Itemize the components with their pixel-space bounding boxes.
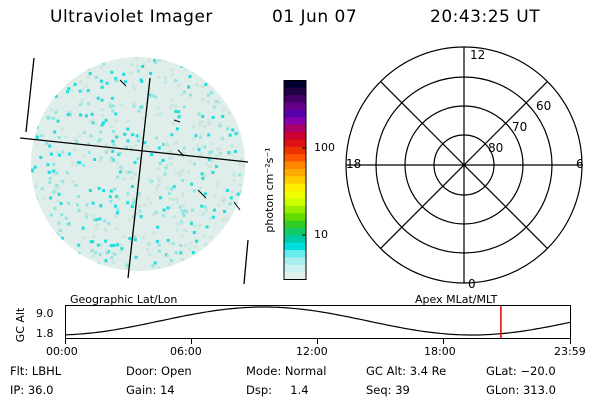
gain-info: Gain: 14 — [126, 383, 175, 397]
colorbar-swatch — [284, 161, 306, 170]
colorbar-swatch — [284, 139, 306, 148]
altitude-tick-high: 9.0 — [36, 307, 54, 320]
colorbar-tick-10: 10 — [314, 228, 328, 241]
colorbar-swatch — [284, 80, 306, 89]
colorbar-swatch — [284, 109, 306, 118]
colorbar-swatch — [284, 146, 306, 155]
colorbar-swatch — [284, 95, 306, 104]
time-tick-1200: 12:00 — [296, 345, 328, 358]
colorbar-swatch — [284, 250, 306, 258]
geographic-label: Geographic Lat/Lon — [70, 293, 178, 306]
colorbar-swatch — [284, 205, 306, 214]
geographic-image — [20, 57, 249, 285]
colorbar-swatch — [284, 272, 306, 280]
lat-label-80: 80 — [488, 141, 503, 155]
colorbar-swatch — [284, 191, 306, 200]
gc-alt-info: GC Alt: 3.4 Re — [366, 364, 447, 378]
earth-disc — [31, 57, 245, 271]
time-label: 20:43:25 UT — [430, 7, 541, 27]
orbit-altitude-curve — [65, 306, 571, 336]
colorbar-swatch — [284, 242, 306, 251]
colorbar-swatch — [284, 168, 306, 177]
altitude-tick-low: 1.8 — [36, 327, 54, 340]
seq-info: Seq: 39 — [366, 383, 410, 397]
lat-label-70: 70 — [512, 120, 527, 134]
colorbar-swatch — [284, 227, 306, 236]
coastline — [119, 79, 241, 211]
latitude-line — [20, 137, 249, 163]
mlt-label-6: 6 — [576, 157, 584, 171]
colorbar-swatch — [284, 154, 306, 163]
dsp-info: Dsp: 1.4 — [246, 383, 309, 397]
time-tick-2359: 23:59 — [554, 345, 586, 358]
grid-line — [25, 57, 35, 133]
glat-info: GLat: −20.0 — [486, 364, 556, 378]
ip-info: IP: 36.0 — [10, 383, 54, 397]
glon-info: GLon: 313.0 — [486, 383, 556, 397]
polar-grid: 12 18 6 0 60 70 80 — [345, 46, 584, 290]
time-tick-0000: 00:00 — [46, 345, 78, 358]
lat-label-60: 60 — [536, 99, 551, 113]
colorbar-unit-label: photon cm⁻²s⁻¹ — [263, 147, 276, 233]
grid-line — [243, 239, 249, 285]
colorbar — [283, 80, 307, 280]
altitude-axis-label: GC Alt — [14, 307, 27, 343]
colorbar-swatch — [284, 220, 306, 229]
colorbar-swatch — [284, 235, 306, 244]
colorbar-swatch — [284, 257, 306, 266]
colorbar-swatch — [284, 264, 306, 273]
app-title: Ultraviolet Imager — [50, 7, 213, 27]
colorbar-swatch — [284, 213, 306, 222]
colorbar-swatch — [284, 117, 306, 126]
time-tick-1800: 18:00 — [424, 345, 456, 358]
filter-info: Flt: LBHL — [10, 364, 62, 378]
colorbar-swatch — [284, 102, 306, 111]
colorbar-swatch — [284, 87, 306, 96]
door-info: Door: Open — [126, 364, 192, 378]
date-label: 01 Jun 07 — [272, 7, 358, 27]
apex-label: Apex MLat/MLT — [415, 293, 498, 306]
altitude-timeline — [65, 305, 571, 344]
colorbar-tick-100: 100 — [314, 141, 335, 154]
colorbar-swatch — [284, 198, 306, 207]
time-tick-0600: 06:00 — [170, 345, 202, 358]
colorbar-swatch — [284, 176, 306, 185]
colorbar-swatch — [284, 124, 306, 133]
colorbar-swatch — [284, 132, 306, 141]
mode-info: Mode: Normal — [246, 364, 327, 378]
colorbar-swatch — [284, 183, 306, 192]
mlt-label-18: 18 — [346, 157, 361, 171]
mlt-label-0: 0 — [468, 277, 476, 290]
mlt-label-12: 12 — [470, 48, 485, 62]
longitude-line — [127, 77, 151, 279]
